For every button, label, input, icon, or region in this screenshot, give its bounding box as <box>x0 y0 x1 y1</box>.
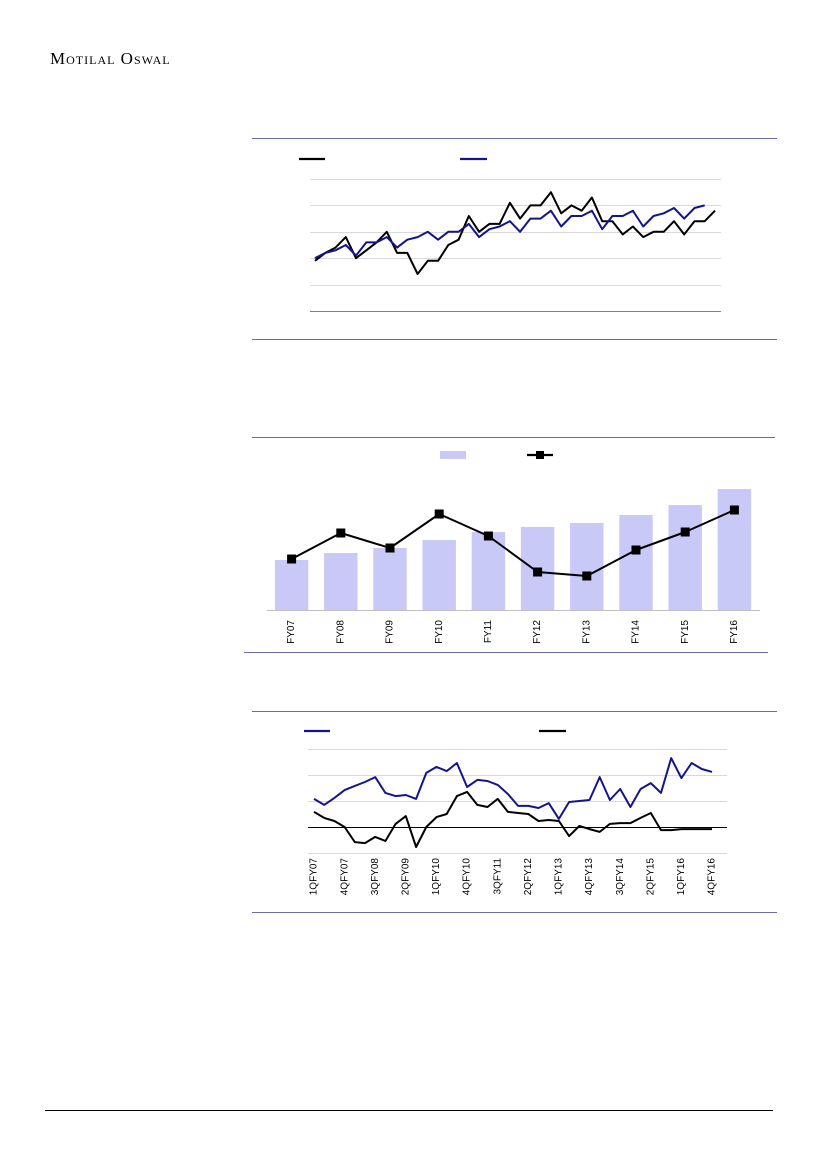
x-tick-label: 1QFY07 <box>309 858 320 896</box>
x-tick-label: 3QFY11 <box>492 858 503 895</box>
x-tick-label: 3QFY08 <box>370 858 381 896</box>
bar <box>570 523 604 610</box>
x-tick-label: 4QFY16 <box>707 858 718 896</box>
point-marker <box>287 554 297 564</box>
bar <box>324 553 358 610</box>
brand: Motilal Oswal <box>50 49 171 68</box>
point-marker <box>385 543 395 553</box>
x-tick-label: FY16 <box>729 620 740 644</box>
x-tick-label: 1QFY16 <box>676 858 687 896</box>
x-tick-label: FY11 <box>483 620 494 644</box>
series-line <box>314 204 705 260</box>
point-marker <box>631 545 641 555</box>
x-tick-label: 1QFY10 <box>431 858 442 896</box>
legend-swatch <box>440 451 466 459</box>
x-tick-label: 1QFY13 <box>554 858 565 896</box>
x-tick-label: FY14 <box>631 620 642 644</box>
x-tick-label: FY15 <box>680 620 691 644</box>
legend-marker <box>536 451 544 459</box>
x-tick-label: FY13 <box>581 620 592 644</box>
point-marker <box>533 567 543 577</box>
x-tick-label: 2QFY09 <box>400 858 411 896</box>
bar <box>274 560 309 610</box>
point-marker <box>680 527 690 537</box>
x-tick-label: FY08 <box>335 620 346 644</box>
bar <box>619 515 653 610</box>
x-tick-label: 4QFY13 <box>584 858 595 896</box>
series-line <box>313 790 712 848</box>
series-line <box>291 509 735 577</box>
x-tick-label: FY12 <box>532 620 543 644</box>
bar <box>668 505 702 610</box>
x-tick-label: 4QFY07 <box>339 858 350 896</box>
series-line <box>313 757 713 820</box>
point-marker <box>729 505 739 515</box>
x-tick-label: 4QFY10 <box>462 858 473 896</box>
x-tick-label: 2QFY15 <box>645 858 656 896</box>
x-tick-label: FY09 <box>385 620 396 644</box>
x-tick-label: FY07 <box>286 620 297 644</box>
bar <box>373 548 407 610</box>
point-marker <box>434 509 444 519</box>
x-tick-label: FY10 <box>434 620 445 644</box>
x-tick-label: 3QFY14 <box>615 858 626 896</box>
x-tick-label: 2QFY12 <box>523 858 534 896</box>
point-marker <box>483 531 493 541</box>
series-line <box>314 191 716 275</box>
bar <box>422 540 456 610</box>
point-marker <box>336 528 346 538</box>
point-marker <box>582 571 592 581</box>
